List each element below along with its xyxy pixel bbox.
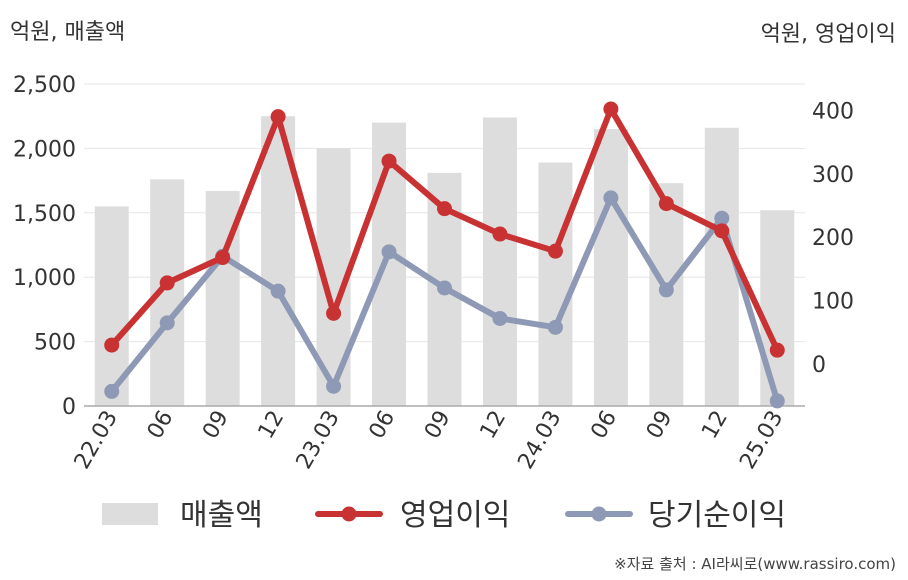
x-tick-label: 06 [365, 407, 401, 444]
operating-profit-point [658, 196, 674, 212]
operating-profit-point [381, 153, 397, 169]
x-tick-label: 09 [642, 407, 678, 444]
left-tick-label: 500 [34, 331, 76, 356]
operating-profit-point [270, 109, 286, 125]
net-income-point [769, 393, 785, 409]
net-income-point [547, 319, 563, 335]
net-income-point [104, 383, 120, 399]
legend-label-sales: 매출액 [180, 498, 263, 533]
operating-profit-point [714, 223, 730, 239]
net-income-point [159, 315, 175, 331]
x-tick-label: 12 [476, 407, 512, 444]
sales-bar [482, 117, 517, 406]
operating-profit-point [326, 305, 342, 321]
sales-bar [538, 162, 573, 406]
operating-profit-point [437, 201, 452, 217]
legend-marker-net-income [591, 506, 607, 522]
x-tick-label: 12 [254, 407, 290, 444]
x-tick-label: 09 [198, 407, 234, 444]
net-income-point [492, 310, 508, 326]
left-tick-label: 1,000 [13, 266, 76, 291]
operating-profit-point [603, 101, 619, 117]
left-tick-label: 0 [62, 395, 76, 420]
x-tick-label: 09 [420, 407, 456, 444]
x-tick-label: 06 [586, 407, 622, 444]
x-tick-label: 24.03 [513, 407, 566, 474]
sales-bar [593, 129, 628, 406]
x-tick-label: 12 [697, 407, 733, 444]
operating-profit-point [215, 250, 231, 266]
right-tick-label: 300 [812, 163, 854, 188]
legend-swatch-sales [102, 503, 158, 525]
right-axis-unit: 억원, 영업이익 [760, 22, 896, 47]
left-axis-unit: 억원, 매출액 [10, 20, 126, 45]
operating-profit-point [492, 226, 508, 242]
net-income-point [437, 280, 452, 296]
net-income-point [326, 378, 342, 394]
net-income-point [270, 283, 286, 299]
net-income-point [381, 244, 397, 260]
left-tick-label: 1,500 [13, 202, 76, 227]
net-income-point [714, 210, 730, 226]
operating-profit-point [769, 342, 785, 358]
x-tick-label: 25.03 [735, 407, 788, 474]
right-tick-label: 0 [812, 353, 826, 378]
x-tick-label: 23.03 [292, 407, 345, 474]
left-tick-label: 2,500 [13, 73, 76, 98]
legend-marker-operating-profit [341, 506, 357, 522]
source-credit: ※자료 출처 : AI라씨로(www.rassiro.com) [614, 555, 896, 573]
left-tick-label: 2,000 [13, 137, 76, 162]
operating-profit-point [547, 243, 563, 259]
legend-label-net-income: 당기순이익 [648, 498, 786, 533]
net-income-point [658, 282, 674, 298]
x-tick-label: 22.03 [70, 407, 123, 474]
right-tick-label: 100 [812, 290, 854, 315]
sales-bar [760, 210, 795, 406]
right-tick-label: 400 [812, 99, 854, 124]
operating-profit-point [104, 337, 120, 353]
net-income-point [603, 190, 619, 206]
x-tick-label: 06 [143, 407, 179, 444]
legend-label-operating-profit: 영업이익 [400, 498, 510, 533]
right-tick-label: 200 [812, 226, 854, 251]
sales-bar [704, 127, 739, 407]
operating-profit-point [159, 275, 175, 291]
